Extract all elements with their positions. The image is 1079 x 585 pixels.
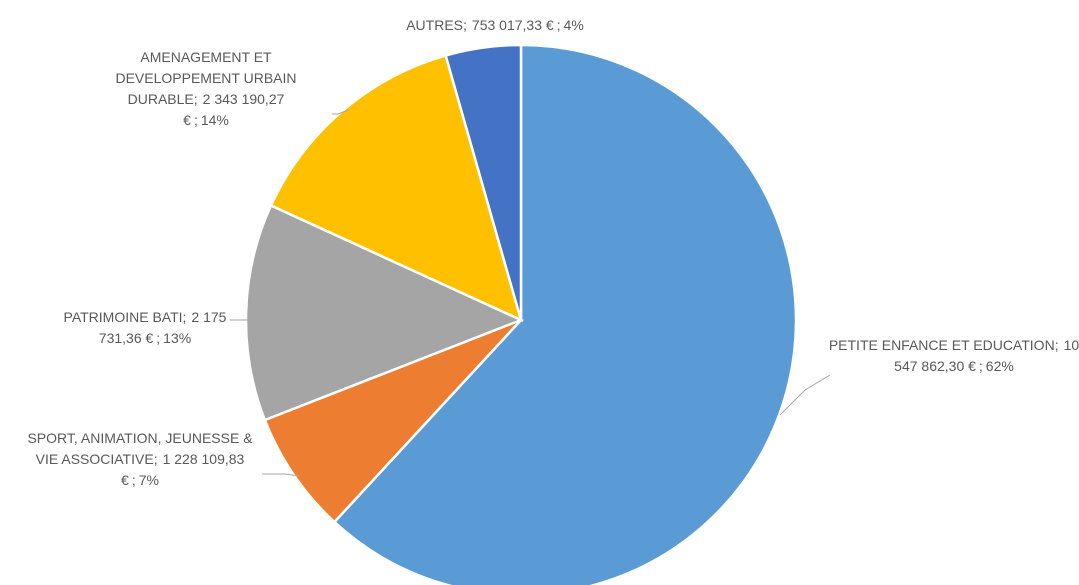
separator: ; — [131, 472, 136, 488]
category-name: PETITE ENFANCE ET EDUCATION — [828, 337, 1055, 353]
pie-slice — [269, 53, 523, 323]
data-label: PATRIMOINE BATI; 2 175 731,36 €; 13% — [55, 307, 235, 349]
percent-label: 62% — [985, 358, 1014, 374]
separator: ; — [193, 91, 198, 107]
category-name: SPORT, ANIMATION, JEUNESSE & VIE ASSOCIA… — [27, 430, 253, 467]
percent-label: 7% — [138, 472, 159, 488]
leader-line — [332, 109, 349, 115]
pie-slice — [444, 43, 523, 321]
percent-label: 14% — [200, 112, 229, 128]
separator: ; — [463, 17, 467, 33]
category-name: PATRIMOINE BATI — [63, 309, 183, 325]
data-label: AUTRES; 753 017,33 €; 4% — [340, 15, 650, 36]
value-label: 2 175 731,36 € — [98, 309, 227, 346]
leader-lines — [230, 109, 831, 477]
value-label: 10 547 862,30 € — [894, 337, 1079, 374]
pie-slice — [244, 203, 525, 422]
separator: ; — [978, 358, 983, 374]
separator: ; — [153, 451, 158, 467]
data-label: SPORT, ANIMATION, JEUNESSE & VIE ASSOCIA… — [20, 428, 260, 491]
separator: ; — [182, 309, 187, 325]
data-label: PETITE ENFANCE ET EDUCATION; 10 547 862,3… — [828, 335, 1079, 377]
leader-line — [779, 374, 831, 416]
pie-slice — [332, 43, 798, 585]
percent-label: 13% — [163, 330, 192, 346]
separator: ; — [193, 112, 198, 128]
category-name: AMENAGEMENT ET DEVELOPPEMENT URBAIN DURA… — [115, 49, 297, 107]
data-label: AMENAGEMENT ET DEVELOPPEMENT URBAIN DURA… — [108, 47, 304, 131]
separator: ; — [1054, 337, 1059, 353]
separator: ; — [156, 330, 161, 346]
value-label: 2 343 190,27 € — [183, 91, 285, 128]
value-label: 753 017,33 € — [471, 17, 554, 33]
value-label: 1 228 109,83 € — [121, 451, 245, 488]
separator: ; — [556, 17, 561, 33]
leader-line — [262, 473, 301, 477]
category-name: AUTRES — [406, 17, 464, 33]
percent-label: 4% — [563, 17, 584, 33]
